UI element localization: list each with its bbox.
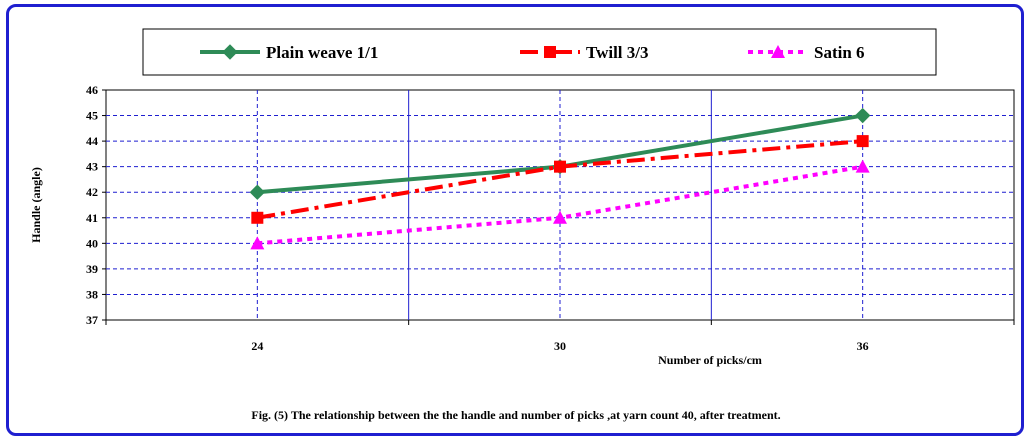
x-tick-label: 24 xyxy=(251,339,263,353)
y-tick-label: 43 xyxy=(86,160,98,174)
figure-caption: Fig. (5) The relationship between the th… xyxy=(251,408,781,422)
y-tick-label: 40 xyxy=(86,236,98,250)
legend-label: Plain weave 1/1 xyxy=(266,43,378,62)
data-point xyxy=(856,135,869,148)
y-tick-label: 46 xyxy=(86,83,98,97)
x-axis-ticks: 24 30 36 xyxy=(105,320,1015,353)
y-tick-label: 41 xyxy=(86,211,98,225)
y-tick-label: 38 xyxy=(86,287,98,301)
y-tick-label: 37 xyxy=(86,313,98,327)
y-axis-ticks: 37 38 39 40 41 42 43 44 45 46 xyxy=(86,83,106,327)
y-tick-label: 45 xyxy=(86,109,98,123)
legend: Plain weave 1/1 Twill 3/3 Satin 6 xyxy=(200,43,865,62)
data-point xyxy=(554,160,566,173)
data-point xyxy=(250,236,265,250)
legend-marker xyxy=(771,45,785,58)
data-point xyxy=(553,210,567,224)
legend-label: Satin 6 xyxy=(814,43,865,62)
legend-marker xyxy=(222,44,238,60)
data-point xyxy=(249,184,266,200)
data-point xyxy=(854,107,871,124)
y-tick-label: 39 xyxy=(86,262,98,276)
legend-label: Twill 3/3 xyxy=(586,43,649,62)
series-group xyxy=(249,107,871,250)
y-tick-label: 42 xyxy=(86,185,98,199)
x-axis-label: Number of picks/cm xyxy=(658,353,762,367)
data-point xyxy=(251,211,264,224)
x-tick-label: 30 xyxy=(554,339,566,353)
y-tick-label: 44 xyxy=(86,134,98,148)
legend-marker xyxy=(544,46,556,58)
y-axis-label: Handle (angle) xyxy=(29,167,43,243)
x-tick-label: 36 xyxy=(857,339,869,353)
data-point xyxy=(855,159,870,173)
legend-box xyxy=(142,28,937,76)
